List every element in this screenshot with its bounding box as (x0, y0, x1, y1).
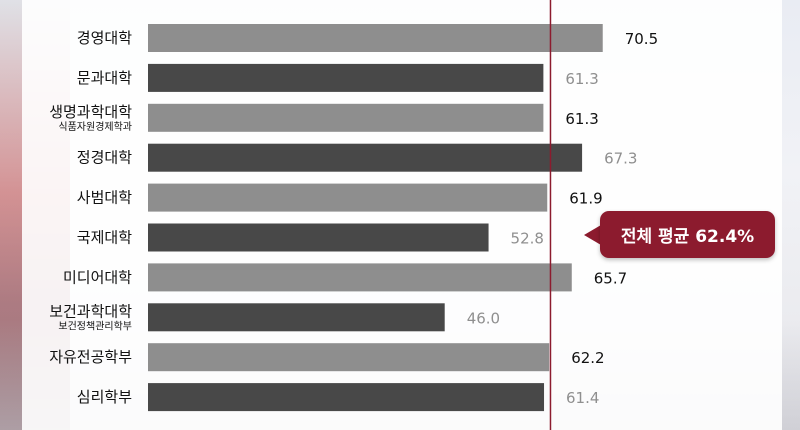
category-label: 국제대학 (77, 229, 132, 247)
value-label: 61.9 (569, 190, 602, 208)
category-label: 생명과학대학 (49, 103, 132, 121)
bar (148, 183, 548, 212)
value-label: 61.3 (565, 110, 598, 128)
value-label: 65.7 (594, 269, 627, 287)
category-label: 심리학부 (77, 388, 132, 406)
bar (148, 24, 603, 52)
bar (148, 263, 572, 292)
value-label: 52.8 (511, 230, 544, 248)
value-label: 67.3 (604, 150, 637, 168)
bar (148, 343, 550, 372)
category-label: 경영대학 (77, 29, 132, 47)
value-label: 61.3 (565, 70, 598, 88)
bar (148, 223, 489, 252)
average-callout: 전체 평균 62.4% (600, 211, 775, 258)
value-label: 70.5 (625, 30, 658, 48)
category-label: 보건과학대학 (49, 302, 132, 320)
bar (148, 103, 544, 132)
bar (148, 63, 544, 92)
value-label: 46.0 (467, 309, 500, 327)
value-label: 62.2 (571, 349, 604, 367)
category-label: 사범대학 (77, 189, 132, 207)
category-label: 정경대학 (77, 149, 132, 167)
category-label: 자유전공학부 (49, 348, 132, 366)
average-callout-arrow (584, 225, 601, 245)
category-label: 미디어대학 (63, 268, 132, 286)
category-sublabel: 식품자원경제학과 (58, 120, 132, 133)
bar (148, 303, 445, 332)
bar (148, 383, 545, 412)
bar (148, 143, 583, 172)
category-sublabel: 보건정책관리학부 (58, 320, 132, 332)
category-label: 문과대학 (77, 69, 132, 87)
value-label: 61.4 (566, 389, 599, 407)
